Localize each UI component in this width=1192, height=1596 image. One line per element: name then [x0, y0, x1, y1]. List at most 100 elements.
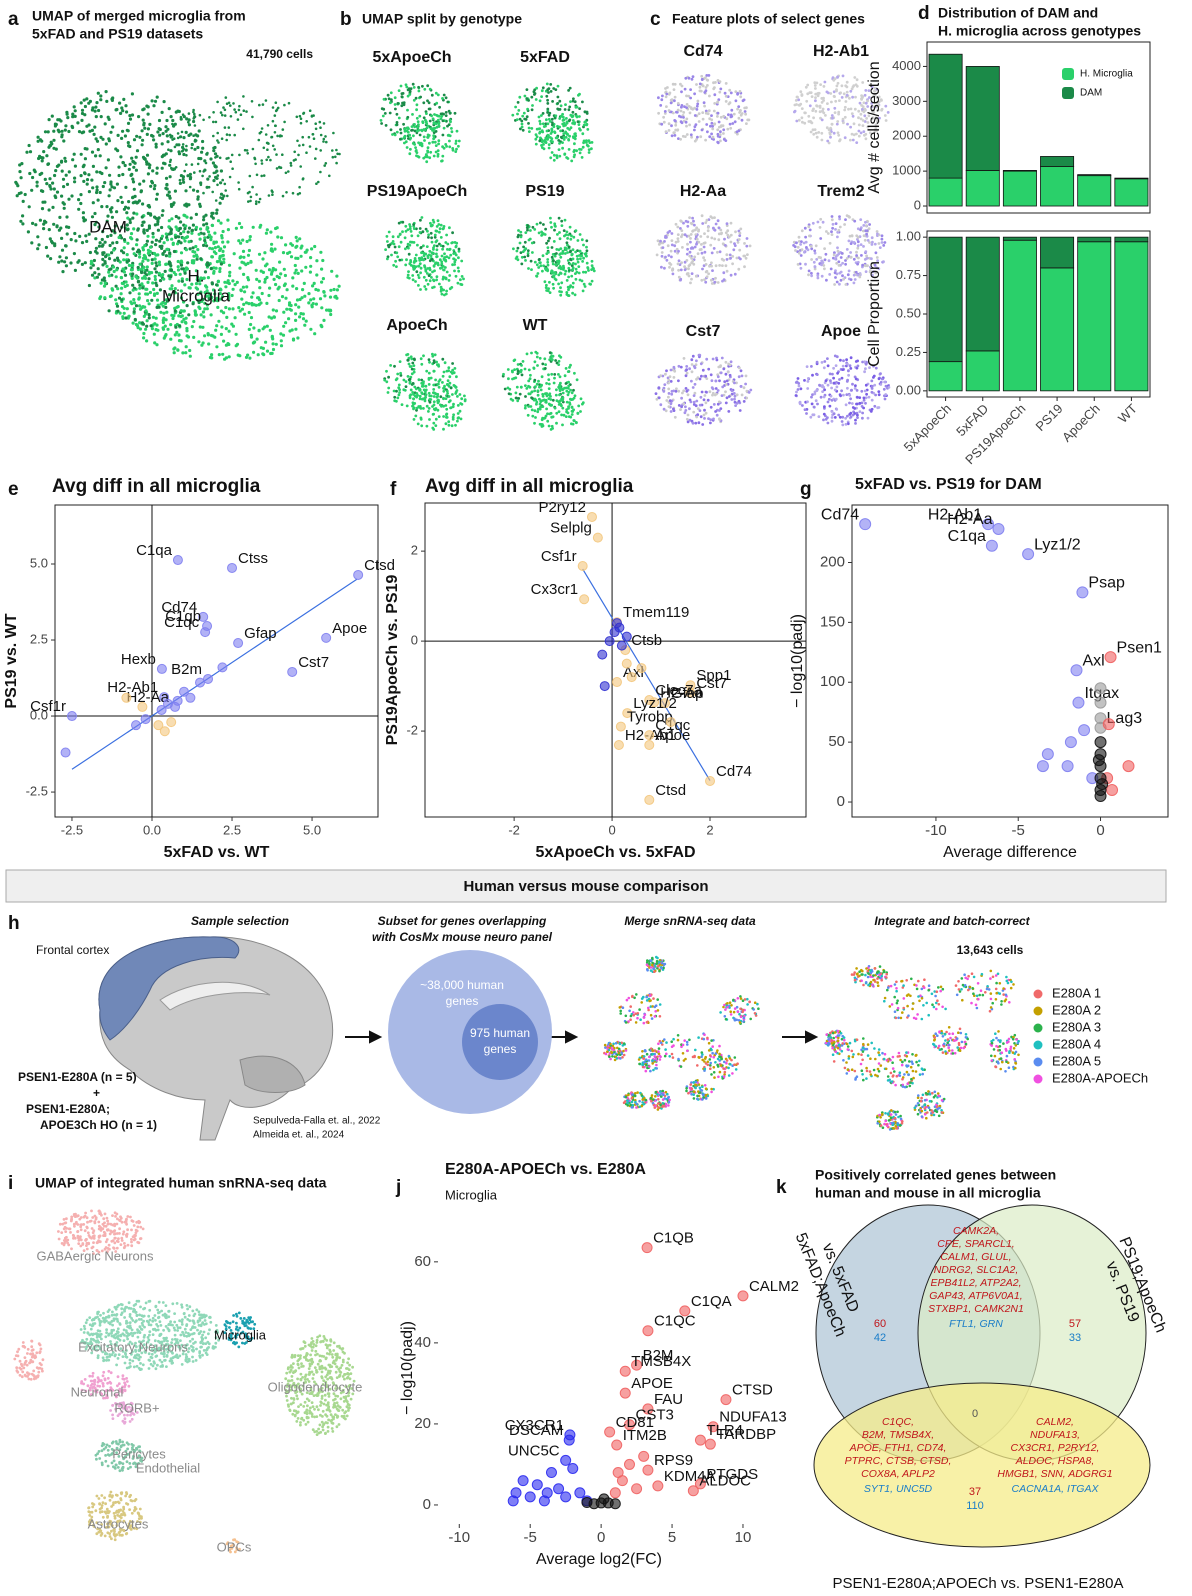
umap-dot — [655, 392, 658, 395]
umap-dot — [452, 416, 455, 419]
umap-dot — [810, 365, 813, 368]
umap-dot — [137, 115, 140, 118]
umap-dot — [242, 250, 245, 253]
umap-dot — [564, 374, 567, 377]
umap-dot — [169, 149, 172, 152]
umap-dot — [566, 401, 569, 404]
umap-dot — [170, 269, 173, 272]
umap-dot — [725, 100, 728, 103]
umap-dot — [703, 91, 706, 94]
umap-dot — [679, 138, 682, 141]
umap-dot — [105, 205, 108, 208]
umap-dot — [738, 234, 741, 237]
umap-dot — [806, 365, 809, 368]
umap-dot — [151, 327, 154, 330]
umap-dot — [549, 217, 552, 220]
umap-dot — [252, 226, 255, 229]
umap-dot — [258, 303, 261, 306]
umap-dot — [422, 385, 425, 388]
umap-dot — [422, 101, 425, 104]
umap-dot — [693, 129, 696, 132]
umap-dot — [166, 194, 169, 197]
umap-dot — [856, 78, 859, 81]
umap-dot — [314, 157, 317, 160]
umap-dot — [130, 157, 133, 160]
umap-dot — [459, 278, 462, 281]
umap-dot — [293, 271, 296, 274]
umap-dot — [202, 232, 205, 235]
umap-dot — [150, 299, 153, 302]
umap-dot — [736, 93, 739, 96]
umap-dot — [385, 124, 388, 127]
umap-dot — [677, 250, 680, 253]
umap-dot — [686, 259, 689, 262]
umap-dot — [566, 241, 569, 244]
umap-dot — [439, 227, 442, 230]
umap-dot — [132, 166, 135, 169]
umap-dot — [104, 241, 107, 244]
umap-dot — [170, 135, 173, 138]
umap-dot — [743, 265, 746, 268]
umap-dot — [585, 239, 588, 242]
umap-dot — [146, 154, 149, 157]
umap-dot — [177, 314, 180, 317]
umap-dot — [871, 236, 874, 239]
umap-dot — [719, 133, 722, 136]
umap-dot — [133, 138, 136, 141]
umap-dot — [236, 281, 239, 284]
umap-dot — [547, 373, 550, 376]
umap-dot — [194, 309, 197, 312]
umap-dot — [426, 151, 429, 154]
umap-dot — [804, 236, 807, 239]
umap-dot — [659, 374, 662, 377]
umap-dot — [450, 127, 453, 130]
umap-dot — [861, 264, 864, 267]
umap-dot — [298, 237, 301, 240]
umap-dot — [571, 114, 574, 117]
umap-dot — [843, 92, 846, 95]
umap-dot — [831, 410, 834, 413]
umap-dot — [240, 298, 243, 301]
umap-dot — [387, 94, 390, 97]
umap-dot — [846, 91, 849, 94]
umap-dot — [229, 104, 232, 107]
umap-dot — [707, 229, 710, 232]
umap-dot — [250, 196, 253, 199]
umap-dot — [578, 123, 581, 126]
umap-dot — [20, 176, 23, 179]
umap-dot — [138, 255, 141, 258]
umap-dot — [192, 120, 195, 123]
umap-dot — [710, 279, 713, 282]
umap-dot — [559, 108, 562, 111]
umap-dot — [74, 269, 77, 272]
umap-dot — [525, 118, 528, 121]
umap-dot — [249, 261, 252, 264]
umap-dot — [182, 181, 185, 184]
umap-dot — [693, 365, 696, 368]
umap-dot — [577, 265, 580, 268]
umap-dot — [424, 391, 427, 394]
umap-dot — [37, 243, 40, 246]
umap-dot — [222, 258, 225, 261]
umap-dot — [578, 107, 581, 110]
umap-dot — [429, 279, 432, 282]
umap-dot — [101, 263, 104, 266]
umap-dot — [261, 292, 264, 295]
umap-dot — [108, 274, 111, 277]
umap-dot — [396, 131, 399, 134]
umap-dot — [207, 332, 210, 335]
umap-dot — [731, 255, 734, 258]
umap-dot — [542, 223, 545, 226]
umap-dot — [807, 225, 810, 228]
umap-dot — [692, 411, 695, 414]
umap-dot — [801, 229, 804, 232]
umap-dot — [568, 391, 571, 394]
umap-dot — [699, 404, 702, 407]
umap-dot — [245, 356, 248, 359]
umap-dot — [166, 248, 169, 251]
umap-dot — [188, 227, 191, 230]
umap-dot — [695, 83, 698, 86]
umap-dot — [183, 239, 186, 242]
umap-dot — [839, 138, 842, 141]
umap-dot — [657, 96, 660, 99]
